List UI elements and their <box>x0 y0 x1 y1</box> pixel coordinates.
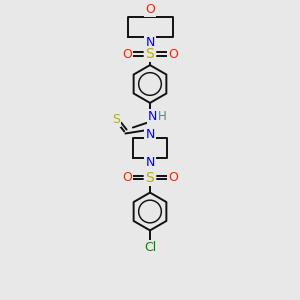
Text: H: H <box>158 110 166 123</box>
Text: N: N <box>148 110 157 123</box>
Text: O: O <box>122 171 132 184</box>
Text: N: N <box>145 36 155 49</box>
Text: O: O <box>145 3 155 16</box>
Text: N: N <box>145 156 155 169</box>
Text: Cl: Cl <box>144 241 156 254</box>
Text: O: O <box>168 47 178 61</box>
Text: N: N <box>145 128 155 141</box>
Text: S: S <box>146 171 154 184</box>
Text: O: O <box>168 171 178 184</box>
Text: S: S <box>112 112 120 126</box>
Text: O: O <box>122 47 132 61</box>
Text: S: S <box>146 47 154 61</box>
